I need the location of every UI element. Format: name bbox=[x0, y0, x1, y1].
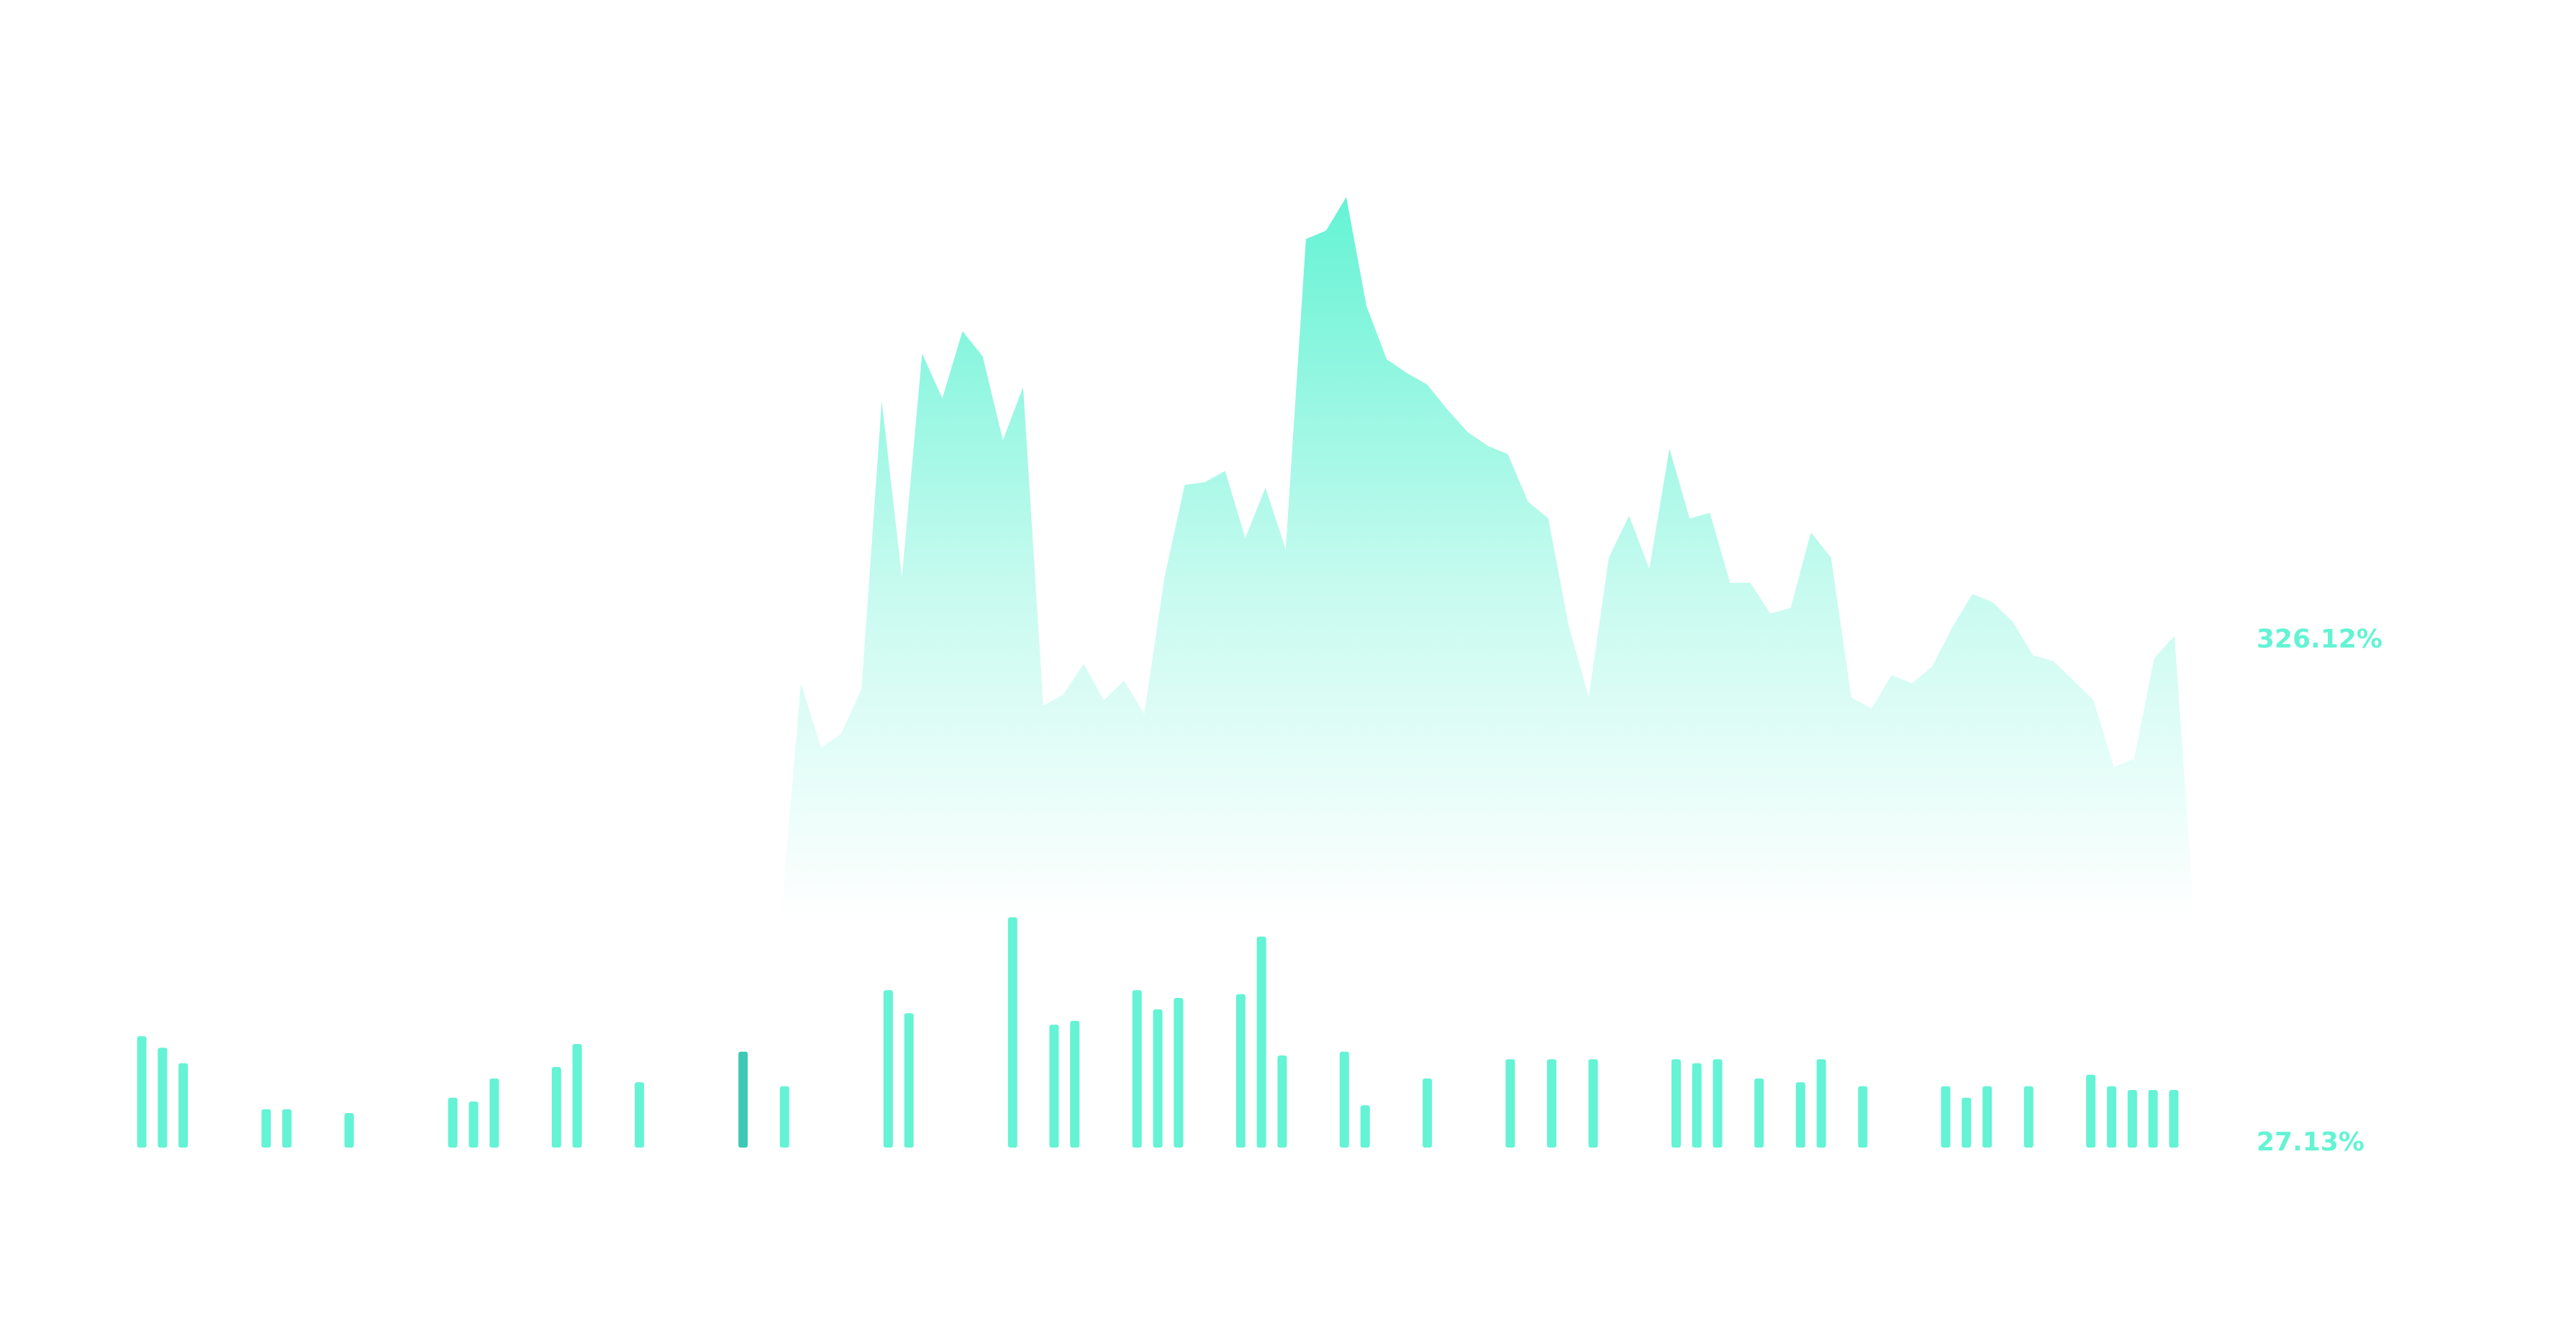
bar bbox=[1816, 1059, 1826, 1148]
bar bbox=[1423, 1078, 1433, 1148]
bar-series bbox=[137, 917, 2179, 1148]
bar bbox=[1713, 1059, 1723, 1148]
area-series bbox=[781, 196, 2195, 921]
bar bbox=[779, 1086, 789, 1148]
bar bbox=[904, 1013, 914, 1148]
bar bbox=[572, 1044, 582, 1148]
bar bbox=[2086, 1074, 2096, 1148]
bar bbox=[1982, 1086, 1992, 1148]
bar bbox=[635, 1082, 645, 1148]
bar bbox=[1547, 1059, 1556, 1148]
bar bbox=[2169, 1090, 2179, 1148]
bar bbox=[178, 1063, 189, 1148]
bar bbox=[137, 1036, 147, 1148]
bar bbox=[1588, 1059, 1598, 1148]
bar bbox=[282, 1109, 292, 1148]
bar bbox=[1692, 1063, 1702, 1148]
bar bbox=[1962, 1097, 1972, 1148]
bar bbox=[1941, 1086, 1951, 1148]
bar bbox=[158, 1048, 168, 1148]
bar bbox=[1256, 936, 1266, 1148]
bar bbox=[344, 1113, 354, 1148]
bar bbox=[1070, 1021, 1080, 1148]
bar bbox=[448, 1097, 458, 1148]
area-value-label: 326.12% bbox=[2257, 625, 2382, 654]
bar bbox=[2127, 1090, 2137, 1148]
bar bbox=[2107, 1086, 2117, 1148]
bar bbox=[1132, 990, 1142, 1148]
bar bbox=[2148, 1090, 2158, 1148]
bar bbox=[261, 1109, 271, 1148]
bar bbox=[551, 1067, 561, 1148]
bar bbox=[2023, 1086, 2033, 1148]
bar bbox=[1174, 998, 1184, 1148]
bar bbox=[1235, 994, 1246, 1148]
bar bbox=[1360, 1105, 1370, 1148]
bar bbox=[1339, 1051, 1349, 1148]
bar bbox=[738, 1051, 748, 1148]
bar bbox=[1277, 1055, 1287, 1148]
bar bbox=[1505, 1059, 1515, 1148]
bar bbox=[1754, 1078, 1764, 1148]
bar bbox=[1858, 1086, 1868, 1148]
bar bbox=[1671, 1059, 1681, 1148]
bar bbox=[1153, 1009, 1163, 1148]
bar bbox=[468, 1102, 479, 1148]
bar bbox=[1049, 1025, 1059, 1148]
bar bbox=[883, 990, 893, 1148]
area-fill bbox=[781, 196, 2195, 921]
bar bbox=[1795, 1082, 1805, 1148]
bar bbox=[1007, 917, 1017, 1148]
bar bbox=[489, 1078, 499, 1148]
bar-value-label: 27.13% bbox=[2257, 1127, 2364, 1157]
